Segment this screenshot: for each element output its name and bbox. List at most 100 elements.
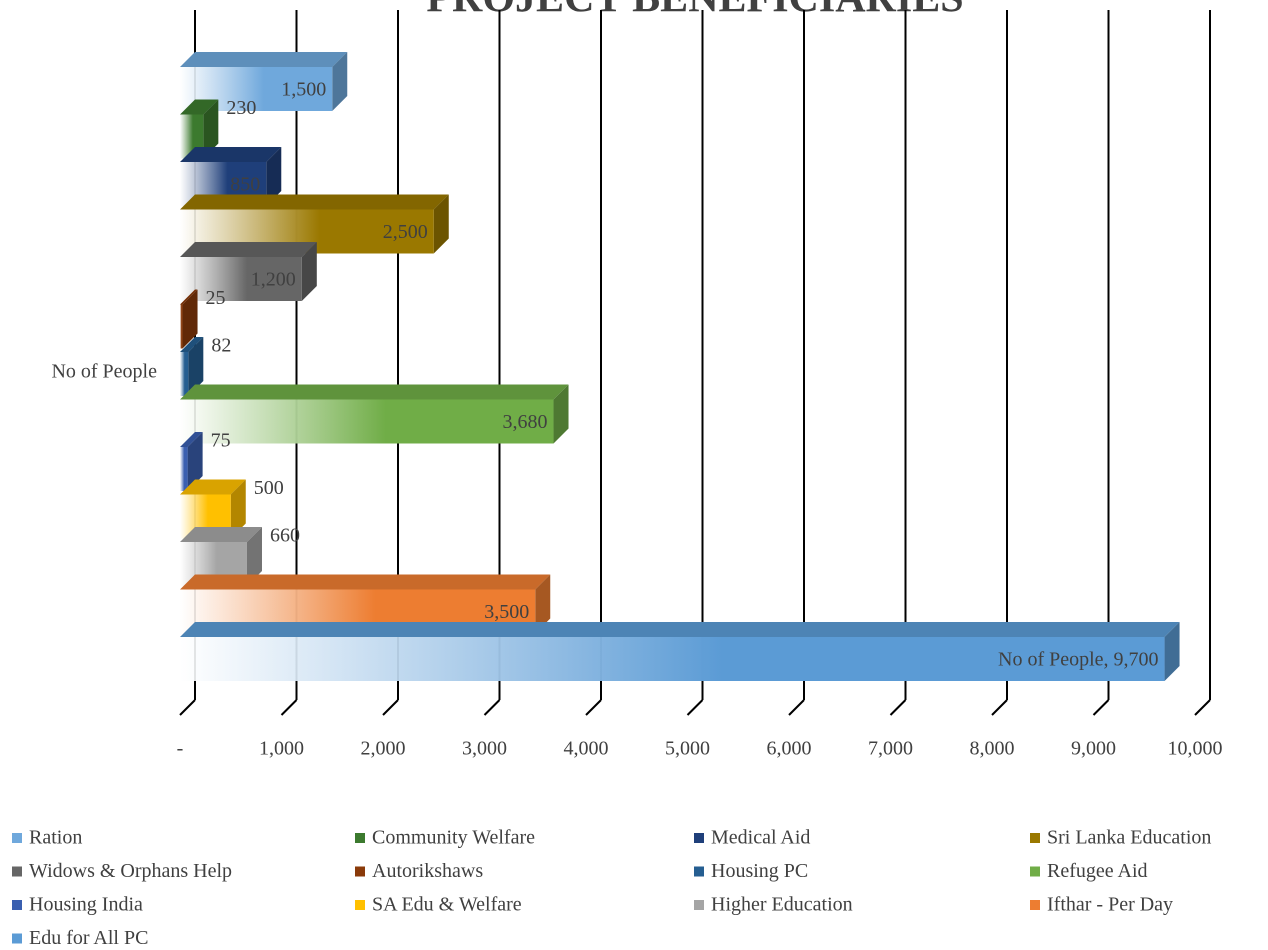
tick-mark bbox=[382, 699, 399, 716]
legend-swatch bbox=[694, 900, 704, 910]
x-tick-label: 6,000 bbox=[767, 738, 812, 760]
tick-mark bbox=[1092, 699, 1110, 716]
bar-side bbox=[203, 99, 219, 159]
legend-label: Widows & Orphans Help bbox=[29, 860, 232, 882]
tick-mark bbox=[179, 699, 196, 716]
bar-side bbox=[182, 289, 198, 349]
legend-swatch bbox=[12, 933, 22, 944]
bar-side bbox=[301, 242, 317, 301]
x-tick-label: 3,000 bbox=[462, 738, 507, 760]
data-label: 230 bbox=[226, 97, 256, 119]
bar bbox=[180, 384, 569, 444]
bar-top bbox=[180, 479, 246, 495]
legend-label: Community Welfare bbox=[372, 827, 535, 849]
data-label: 850 bbox=[230, 174, 260, 196]
bar-side bbox=[332, 52, 348, 111]
bar bbox=[180, 432, 203, 491]
tick-mark bbox=[483, 699, 501, 716]
tick-mark bbox=[686, 699, 704, 716]
data-label: No of People, 9,700 bbox=[998, 649, 1159, 671]
legend-label: Ifthar - Per Day bbox=[1047, 894, 1173, 916]
bar-top bbox=[180, 99, 219, 115]
bar-front bbox=[180, 399, 554, 444]
legend-swatch bbox=[355, 900, 365, 910]
data-label: 660 bbox=[270, 525, 300, 547]
x-tick-label: 9,000 bbox=[1071, 738, 1116, 760]
tick-mark bbox=[788, 699, 805, 716]
x-tick-label: 1,000 bbox=[259, 738, 304, 760]
legend-swatch bbox=[12, 833, 22, 843]
bar-side bbox=[187, 432, 203, 491]
bar-side bbox=[230, 479, 246, 539]
tick-mark bbox=[585, 699, 602, 716]
bar-top bbox=[180, 289, 198, 305]
data-label: 1,200 bbox=[251, 269, 296, 291]
bar-top bbox=[180, 432, 203, 447]
bar bbox=[180, 242, 317, 301]
data-label: 82 bbox=[211, 335, 231, 357]
bar-front bbox=[180, 304, 183, 349]
legend-swatch bbox=[694, 866, 704, 877]
tick-mark bbox=[280, 699, 298, 716]
legend-label: SA Edu & Welfare bbox=[372, 894, 522, 916]
x-tick-label: 7,000 bbox=[868, 738, 913, 760]
x-tick-label: 10,000 bbox=[1168, 738, 1223, 760]
x-tick-label: 4,000 bbox=[564, 738, 609, 760]
legend-label: Housing India bbox=[29, 894, 143, 916]
legend-swatch bbox=[12, 866, 22, 877]
legend-swatch bbox=[12, 900, 22, 910]
bar-side bbox=[266, 147, 282, 206]
legend-label: Higher Education bbox=[711, 894, 853, 916]
bar-top bbox=[180, 574, 551, 590]
bar-side bbox=[246, 527, 262, 586]
bar-side bbox=[188, 337, 204, 396]
bar-front bbox=[180, 447, 188, 491]
bar-front bbox=[180, 352, 189, 396]
x-tick-label: 2,000 bbox=[361, 738, 406, 760]
tick-mark bbox=[1194, 699, 1211, 716]
bar bbox=[180, 622, 1180, 681]
bar bbox=[180, 52, 348, 111]
legend-label: Ration bbox=[29, 827, 82, 849]
legend-swatch bbox=[355, 866, 365, 877]
chart-title: PROJECT BENEFICIARIES bbox=[426, 0, 963, 22]
legend-swatch bbox=[694, 833, 704, 843]
bar-top bbox=[180, 527, 262, 542]
data-label: 75 bbox=[211, 430, 231, 452]
legend-swatch bbox=[1030, 866, 1040, 877]
x-tick-label: 8,000 bbox=[970, 738, 1015, 760]
data-label: 2,500 bbox=[383, 221, 428, 243]
legend-label: Housing PC bbox=[711, 860, 808, 882]
bar bbox=[180, 289, 198, 349]
bar-top bbox=[180, 194, 449, 210]
legend-swatch bbox=[1030, 900, 1040, 910]
bar-side bbox=[1164, 622, 1180, 681]
bar-side bbox=[553, 384, 569, 444]
data-label: 3,500 bbox=[484, 601, 529, 623]
category-label: No of People bbox=[51, 361, 157, 383]
data-label: 25 bbox=[206, 287, 226, 309]
bar-front bbox=[180, 257, 302, 301]
bar-top bbox=[180, 52, 348, 67]
bar-top bbox=[180, 147, 282, 162]
bar-top bbox=[180, 622, 1180, 637]
x-tick-label: 5,000 bbox=[665, 738, 710, 760]
bar-top bbox=[180, 337, 204, 352]
legend-label: Refugee Aid bbox=[1047, 860, 1148, 882]
legend-swatch bbox=[1030, 833, 1040, 843]
legend-swatch bbox=[355, 833, 365, 843]
bar-top bbox=[180, 242, 317, 257]
data-label: 1,500 bbox=[281, 79, 326, 101]
bar-top bbox=[180, 384, 569, 400]
legend-label: Edu for All PC bbox=[29, 927, 148, 949]
bar bbox=[180, 337, 204, 396]
tick-mark bbox=[991, 699, 1008, 716]
x-tick-label: - bbox=[177, 738, 184, 760]
data-label: 3,680 bbox=[503, 411, 548, 433]
data-label: 500 bbox=[254, 477, 284, 499]
tick-mark bbox=[889, 699, 907, 716]
bar-side bbox=[433, 194, 449, 254]
bar-side bbox=[535, 574, 551, 634]
legend-label: Autorikshaws bbox=[372, 860, 483, 882]
